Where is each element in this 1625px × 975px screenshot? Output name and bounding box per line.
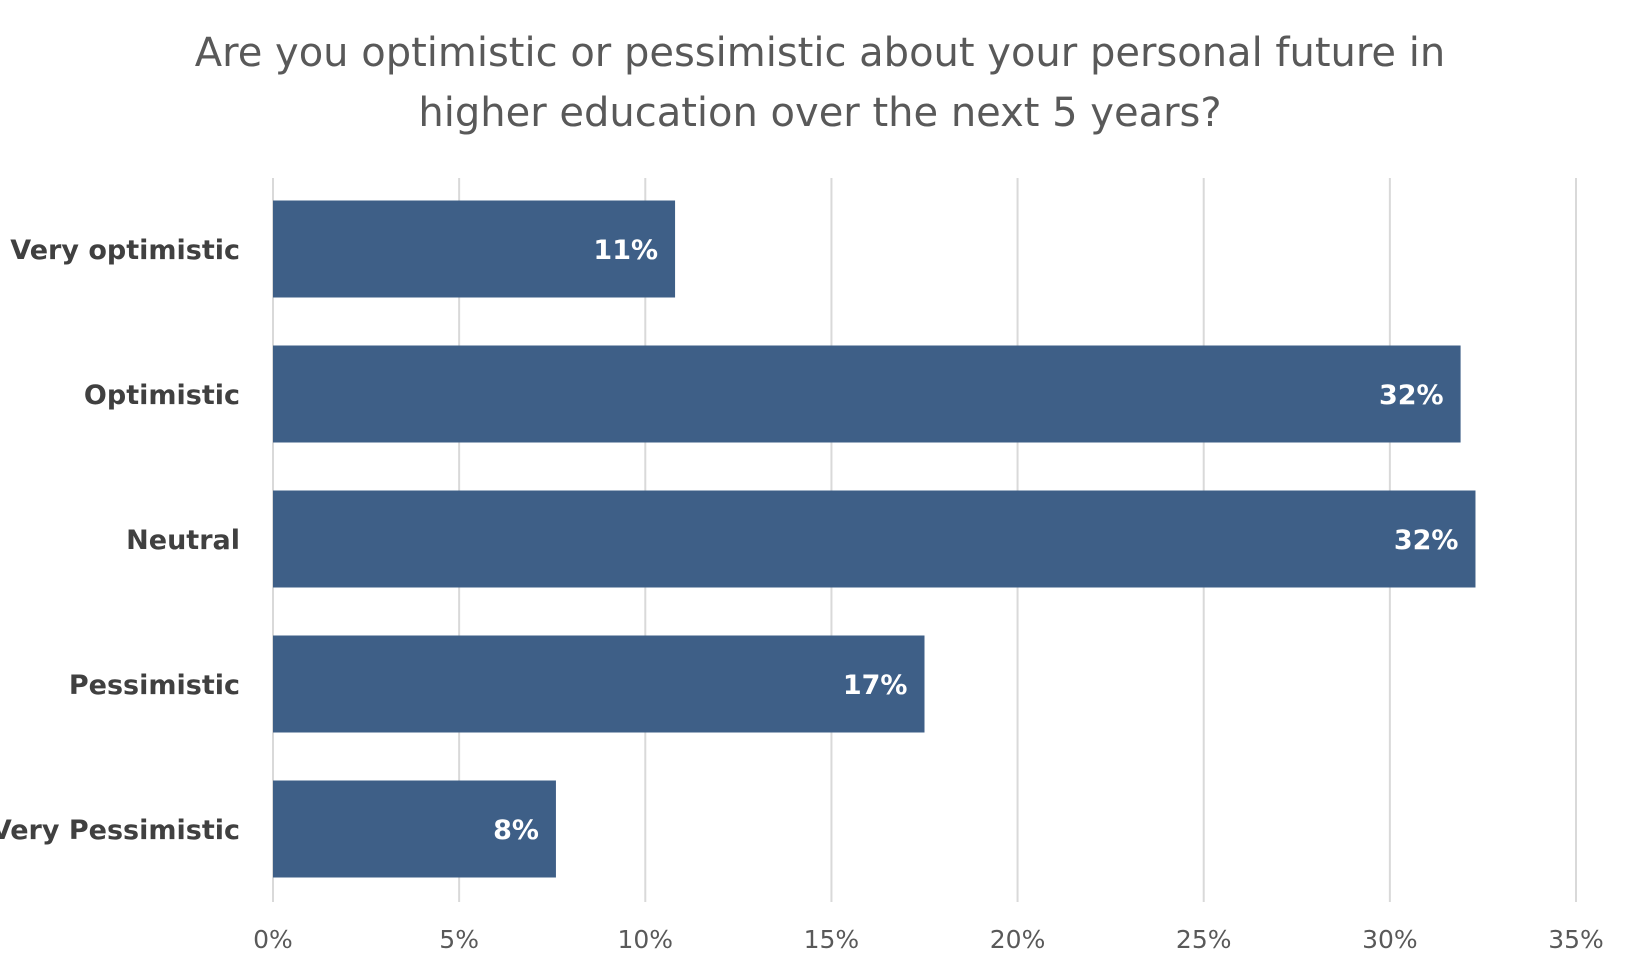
data-label: 11% <box>593 235 658 266</box>
chart-title-line-1: Are you optimistic or pessimistic about … <box>195 30 1445 76</box>
category-labels: Very optimistic Optimistic Neutral Pessimis… <box>0 235 240 846</box>
category-label: Pessimistic <box>69 670 240 701</box>
bar <box>273 780 556 878</box>
data-label: 17% <box>843 670 908 701</box>
x-tick-label: 25% <box>1176 925 1232 954</box>
x-tick-label: 15% <box>804 925 860 954</box>
data-label: 32% <box>1379 380 1444 411</box>
bar <box>273 200 676 298</box>
x-tick-label: 35% <box>1548 925 1604 954</box>
bars <box>273 200 1476 878</box>
x-tick-label: 10% <box>617 925 673 954</box>
chart-title: Are you optimistic or pessimistic about … <box>195 30 1445 136</box>
bar <box>273 345 1461 443</box>
x-axis-tick-labels: 0% 5% 10% 15% 20% 25% 30% 35% <box>253 925 1604 954</box>
data-labels: 11% 32% 32% 17% 8% <box>493 235 1458 846</box>
data-label: 32% <box>1394 525 1459 556</box>
bar <box>273 635 925 733</box>
x-tick-label: 30% <box>1362 925 1418 954</box>
category-label: Optimistic <box>84 380 240 411</box>
category-label: Very Pessimistic <box>0 815 240 846</box>
x-tick-label: 5% <box>439 925 479 954</box>
category-label: Very optimistic <box>10 235 240 266</box>
chart-title-line-2: higher education over the next 5 years? <box>418 90 1221 136</box>
data-label: 8% <box>493 815 539 846</box>
x-tick-label: 0% <box>253 925 293 954</box>
x-tick-label: 20% <box>990 925 1046 954</box>
category-label: Neutral <box>126 525 240 556</box>
bar <box>273 490 1476 588</box>
